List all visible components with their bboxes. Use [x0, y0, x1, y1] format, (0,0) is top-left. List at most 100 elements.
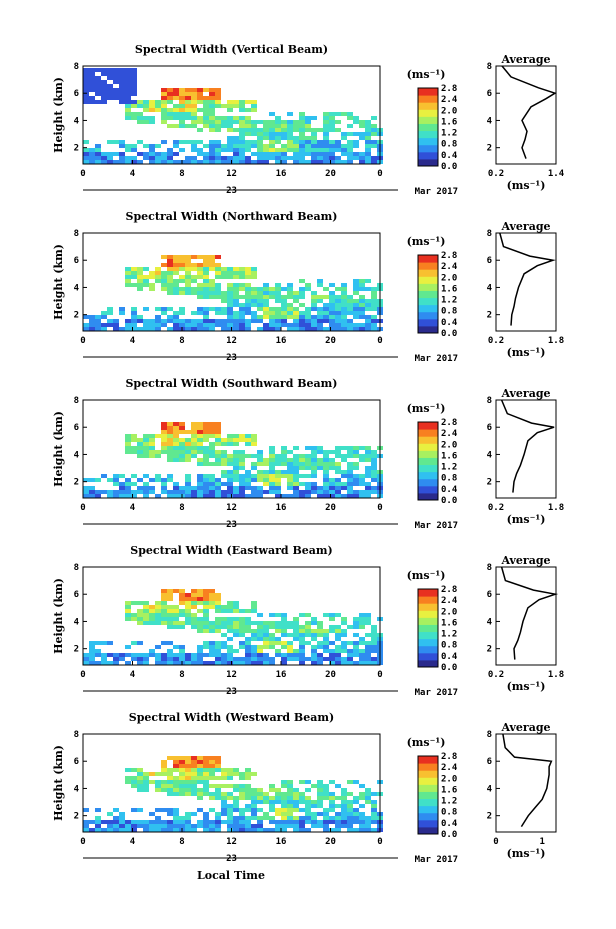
- heatmap-cell: [299, 454, 305, 458]
- heatmap-cell: [131, 267, 137, 271]
- heatmap-cell: [221, 299, 227, 303]
- heatmap-cell: [263, 287, 269, 291]
- heatmap-cell: [347, 299, 353, 303]
- heatmap-cell: [245, 772, 251, 776]
- heatmap-cell: [215, 120, 221, 124]
- heatmap-cell: [341, 327, 347, 331]
- heatmap-cell: [371, 160, 377, 164]
- heatmap-cell: [137, 160, 143, 164]
- heatmap-cell: [263, 315, 269, 319]
- heatmap-cell: [245, 617, 251, 621]
- heatmap-cell: [281, 641, 287, 645]
- average-y-tick-label: 4: [487, 116, 493, 126]
- heatmap-cell: [293, 315, 299, 319]
- heatmap-cell: [299, 649, 305, 653]
- heatmap-cell: [83, 478, 89, 482]
- heatmap-cell: [341, 486, 347, 490]
- heatmap-cell: [143, 327, 149, 331]
- heatmap-cell: [83, 80, 89, 84]
- heatmap-cell: [125, 486, 131, 490]
- heatmap-cell: [341, 446, 347, 450]
- heatmap-cell: [197, 589, 203, 593]
- heatmap-cell: [323, 494, 329, 498]
- heatmap-cell: [323, 307, 329, 311]
- heatmap-cell: [275, 824, 281, 828]
- heatmap-cell: [359, 621, 365, 625]
- heatmap-cell: [143, 104, 149, 108]
- heatmap-cell: [143, 307, 149, 311]
- heatmap-cell: [329, 617, 335, 621]
- heatmap-cell: [227, 768, 233, 772]
- heatmap-cell: [323, 629, 329, 633]
- heatmap-cell: [215, 494, 221, 498]
- x-tick-label: 0: [80, 169, 85, 179]
- heatmap-cell: [251, 315, 257, 319]
- heatmap-cell: [311, 621, 317, 625]
- colorbar-tick-label: 2.4: [441, 763, 458, 773]
- heatmap-cell: [185, 100, 191, 104]
- heatmap-cell: [209, 263, 215, 267]
- heatmap-cell: [329, 661, 335, 665]
- heatmap-cell: [125, 828, 131, 832]
- average-title: Average: [500, 721, 550, 734]
- average-line: [499, 232, 556, 326]
- heatmap-cell: [329, 649, 335, 653]
- heatmap-cell: [329, 486, 335, 490]
- heatmap-cell: [101, 490, 107, 494]
- heatmap-cell: [167, 160, 173, 164]
- heatmap-cell: [365, 621, 371, 625]
- y-tick-label: 4: [74, 450, 80, 460]
- heatmap-cell: [215, 478, 221, 482]
- heatmap-cell: [215, 283, 221, 287]
- average-y-tick-label: 6: [487, 256, 492, 266]
- heatmap-cell: [167, 494, 173, 498]
- heatmap-cell: [209, 764, 215, 768]
- heatmap-cell: [329, 112, 335, 116]
- heatmap-cell: [287, 657, 293, 661]
- heatmap-cell: [257, 299, 263, 303]
- heatmap-cell: [197, 756, 203, 760]
- heatmap-cell: [287, 450, 293, 454]
- heatmap-cell: [353, 462, 359, 466]
- panel-title: Spectral Width (Westward Beam): [129, 711, 334, 724]
- heatmap-cell: [227, 645, 233, 649]
- heatmap-cell: [251, 124, 257, 128]
- heatmap-cell: [251, 271, 257, 275]
- heatmap-cell: [371, 808, 377, 812]
- heatmap-cell: [251, 796, 257, 800]
- heatmap-cell: [209, 279, 215, 283]
- heatmap-cell: [173, 434, 179, 438]
- heatmap-cell: [269, 148, 275, 152]
- heatmap-cell: [329, 144, 335, 148]
- heatmap-cell: [95, 84, 101, 88]
- heatmap-cell: [311, 299, 317, 303]
- heatmap-cell: [371, 486, 377, 490]
- heatmap-cell: [251, 808, 257, 812]
- heatmap-cell: [317, 633, 323, 637]
- heatmap-cell: [371, 144, 377, 148]
- heatmap-cell: [221, 792, 227, 796]
- colorbar-tick-label: 0.0: [441, 329, 457, 339]
- heatmap-cell: [311, 486, 317, 490]
- heatmap-cell: [197, 772, 203, 776]
- heatmap-cell: [215, 609, 221, 613]
- heatmap-cell: [311, 820, 317, 824]
- heatmap-cell: [167, 780, 173, 784]
- heatmap-cell: [215, 263, 221, 267]
- heatmap-cell: [245, 120, 251, 124]
- heatmap-cell: [227, 649, 233, 653]
- heatmap-cell: [101, 152, 107, 156]
- heatmap-cell: [257, 792, 263, 796]
- heatmap-cell: [203, 323, 209, 327]
- heatmap-cell: [299, 156, 305, 160]
- heatmap-cell: [305, 327, 311, 331]
- heatmap-cell: [119, 653, 125, 657]
- heatmap-cell: [197, 442, 203, 446]
- heatmap-cell: [209, 653, 215, 657]
- heatmap-cell: [317, 490, 323, 494]
- heatmap-cell: [83, 72, 89, 76]
- heatmap-cell: [287, 784, 293, 788]
- heatmap-cell: [203, 434, 209, 438]
- colorbar-tick-label: 1.2: [441, 630, 457, 640]
- heatmap-cell: [191, 263, 197, 267]
